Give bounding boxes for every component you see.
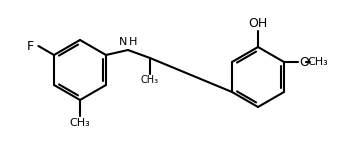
Text: H: H bbox=[129, 37, 137, 47]
Text: O: O bbox=[299, 55, 309, 69]
Text: F: F bbox=[26, 40, 33, 52]
Text: OH: OH bbox=[248, 17, 268, 30]
Text: N: N bbox=[119, 37, 127, 47]
Text: CH₃: CH₃ bbox=[141, 75, 159, 85]
Text: CH₃: CH₃ bbox=[307, 57, 328, 67]
Text: CH₃: CH₃ bbox=[70, 118, 90, 128]
